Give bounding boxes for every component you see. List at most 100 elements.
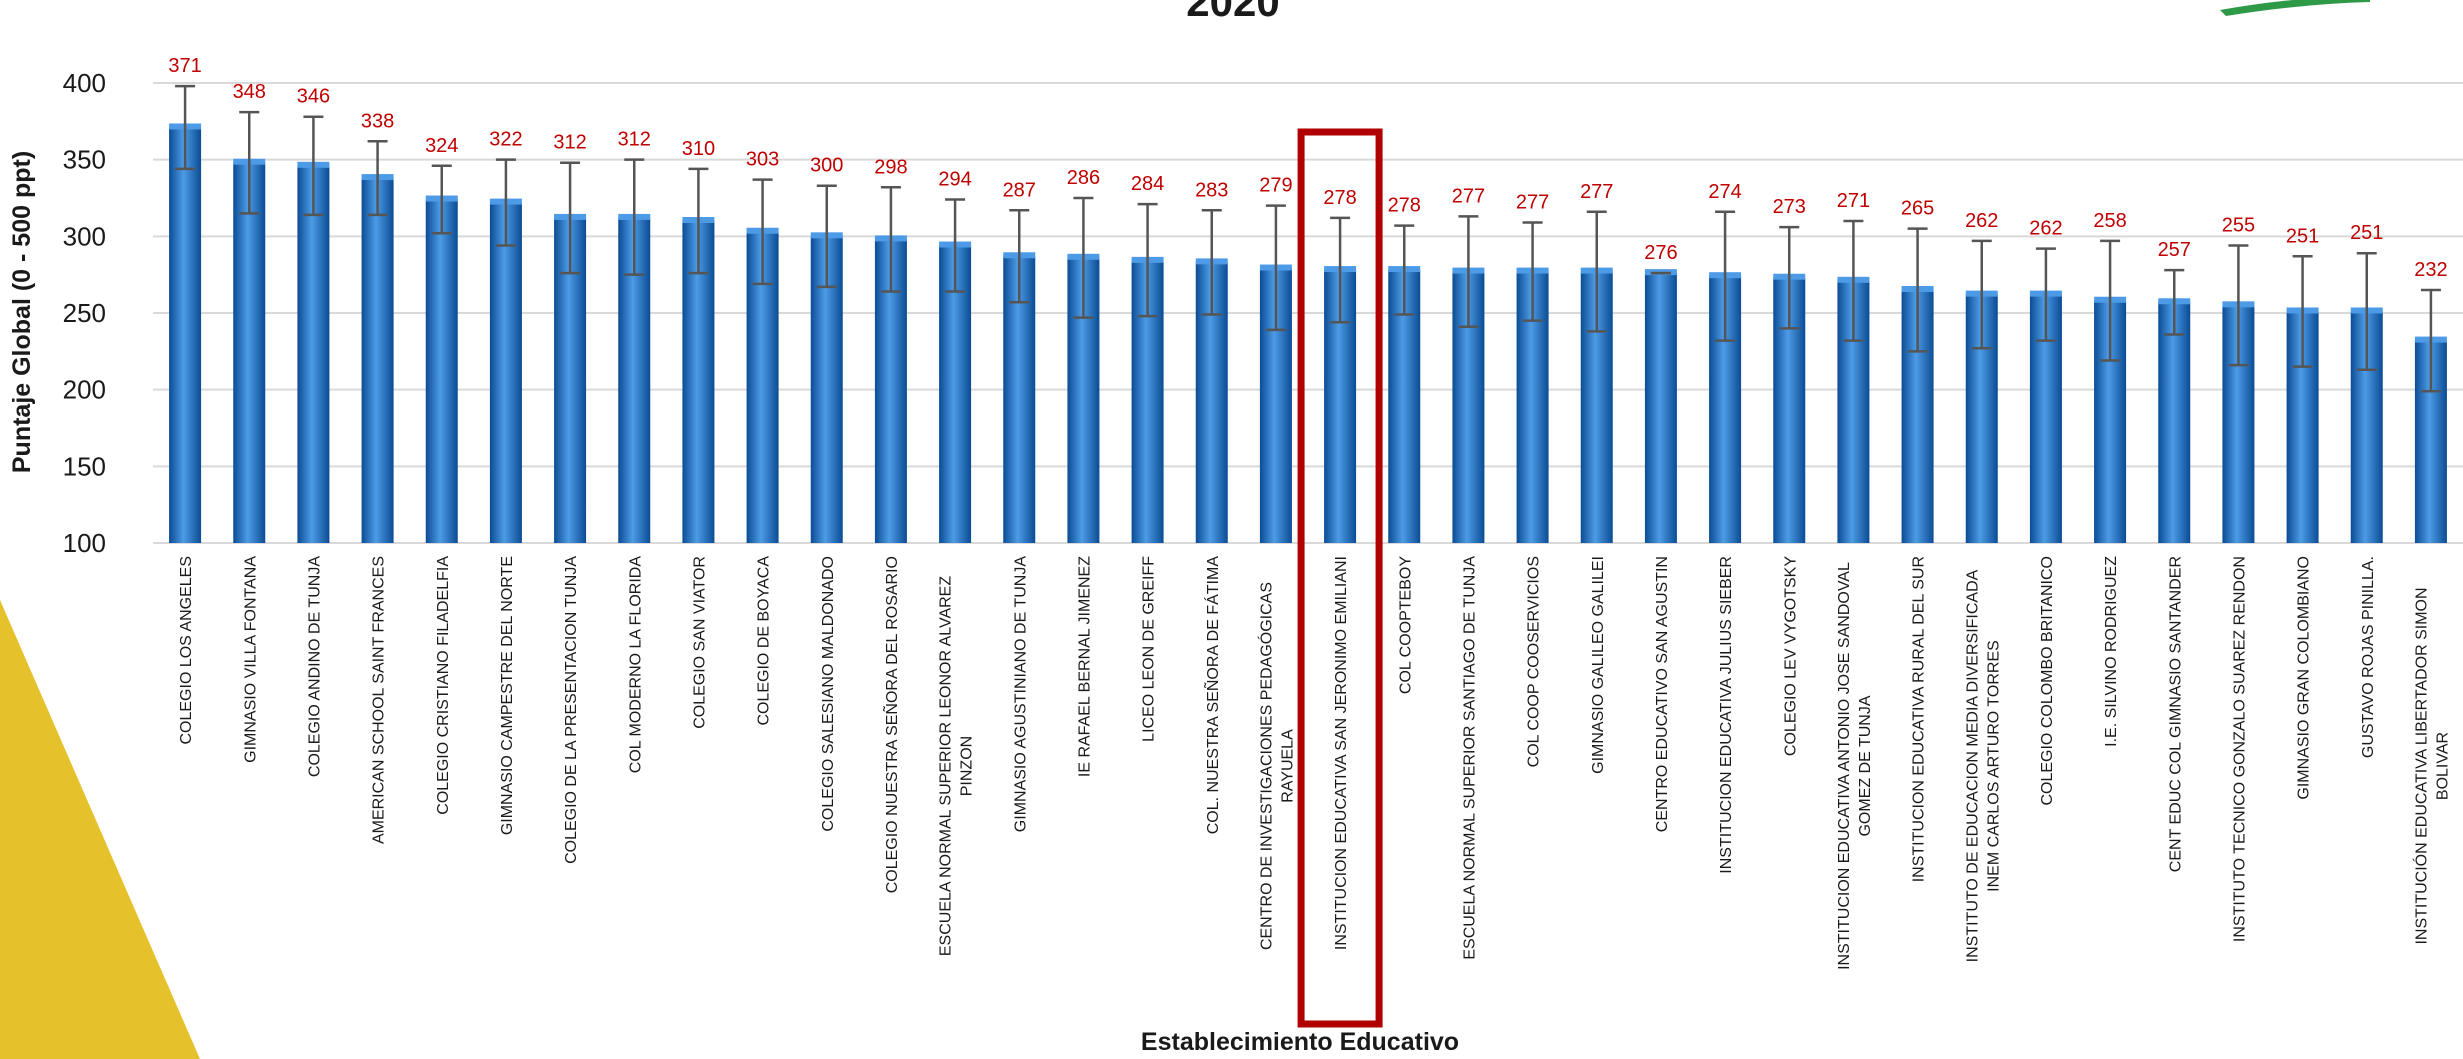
x-tick-label: COL COOPTEBOY: [1397, 556, 1414, 694]
y-axis: 100 150 200 250 300 350 400: [63, 68, 106, 558]
x-tick-label: GIMNASIO AGUSTINIANO DE TUNJA: [1012, 556, 1029, 833]
x-tick-label: ESCUELA NORMAL SUPERIOR SANTIAGO DE TUNJ…: [1461, 556, 1478, 960]
bar-value-label: 348: [233, 81, 266, 103]
bar-value-label: 303: [746, 149, 779, 171]
bar-value-label: 258: [2093, 210, 2126, 232]
x-tick-label: COL. NUESTRA SEÑORA DE FÁTIMA: [1202, 556, 1222, 835]
x-tick-label: INEM CARLOS ARTURO TORRES: [1985, 640, 2002, 892]
x-tick-label: I.E. SILVINO RODRIGUEZ: [2103, 556, 2120, 747]
x-tick-label: COL COOP COOSERVICIOS: [1526, 556, 1543, 767]
bar-value-label: 284: [1131, 173, 1164, 195]
x-tick-label: INSTITUTO DE EDUCACION MEDIA DIVERSIFICA…: [1964, 569, 1981, 962]
bar: [682, 221, 715, 543]
x-tick-label: CENT EDUC COL GIMNASIO SANTANDER: [2167, 556, 2184, 872]
x-tick-label: GOMEZ DE TUNJA: [1857, 695, 1874, 836]
bar-value-label: 255: [2222, 215, 2255, 237]
x-tick-label: INSTITUCION EDUCATIVA ANTONIO JOSE SANDO…: [1836, 562, 1853, 970]
x-tick-label: GIMNASIO VILLA FONTANA: [242, 556, 259, 763]
x-tick-label: COLEGIO LOS ANGELES: [178, 556, 195, 745]
x-tick-label: COLEGIO DE BOYACA: [756, 556, 773, 726]
x-tick-label: COLEGIO DE LA PRESENTACION TUNJA: [563, 556, 580, 864]
x-tick-label: INSTITUCION EDUCATIVA JULIUS SIEBER: [1718, 556, 1735, 874]
bars: 371 348 346 338 324 322 312 312 310 303 300 298 294 2…: [168, 55, 2448, 544]
x-tick-label: GUSTAVO ROJAS PINILLA.: [2360, 556, 2377, 758]
y-tick-label: 250: [63, 298, 106, 328]
x-tick-label: COLEGIO ANDINO DE TUNJA: [306, 556, 323, 777]
bar-value-label: 232: [2414, 259, 2447, 281]
x-axis-tick-labels: COLEGIO LOS ANGELES GIMNASIO VILLA FONTAN…: [178, 556, 2451, 970]
x-tick-label: COLEGIO SALESIANO MALDONADO: [820, 556, 837, 832]
x-tick-label: COLEGIO LEV VYGOTSKY: [1782, 556, 1799, 756]
bar: [425, 199, 458, 544]
x-tick-label: CENTRO DE INVESTIGACIONES PEDAGÓGICAS: [1256, 582, 1275, 950]
bar-value-label: 277: [1516, 192, 1549, 214]
bar-value-label: 310: [682, 138, 715, 160]
bar-value-label: 283: [1195, 179, 1228, 201]
bar: [939, 245, 972, 544]
chart-title: 2020: [1186, 0, 1280, 25]
bar-value-label: 300: [810, 155, 843, 177]
y-tick-label: 150: [63, 451, 106, 481]
bar-value-label: 312: [618, 129, 651, 151]
x-tick-label: ESCUELA NORMAL SUPERIOR LEONOR ALVAREZ: [938, 576, 955, 956]
highlight-box: [1297, 128, 1383, 1028]
bar-value-label: 312: [553, 132, 586, 154]
x-tick-label: COLEGIO SAN VIATOR: [691, 556, 708, 729]
bar: [1644, 273, 1677, 543]
x-axis-label: Establecimiento Educativo: [1141, 1028, 1459, 1056]
bar-value-label: 322: [489, 129, 522, 151]
yellow-corner-shape: [0, 600, 200, 1059]
bar-value-label: 346: [297, 86, 330, 108]
bar-value-label: 338: [361, 110, 394, 132]
bar-value-label: 287: [1003, 179, 1036, 201]
x-tick-label: COLEGIO NUESTRA SEÑORA DEL ROSARIO: [881, 556, 901, 893]
x-tick-label: GIMNASIO GALILEO GALILEI: [1590, 556, 1607, 774]
bar-value-label: 294: [938, 169, 971, 191]
y-tick-label: 400: [63, 68, 106, 98]
bar-value-label: 262: [1965, 210, 1998, 232]
x-tick-label: INSTITUCIÓN EDUCATIVA LIBERTADOR SIMON: [2411, 587, 2430, 944]
bar-value-label: 271: [1837, 190, 1870, 212]
bar-value-label: 262: [2029, 218, 2062, 240]
bar-value-label: 251: [2350, 222, 2383, 244]
bar-value-label: 279: [1259, 175, 1292, 197]
y-tick-label: 350: [63, 145, 106, 175]
y-tick-label: 200: [63, 375, 106, 405]
bar-value-label: 278: [1323, 187, 1356, 209]
bar-value-label: 257: [2158, 239, 2191, 261]
bar: [2158, 302, 2191, 543]
bar-value-label: 251: [2286, 225, 2319, 247]
bar-value-label: 277: [1452, 185, 1485, 207]
y-tick-label: 100: [63, 528, 106, 558]
bar-value-label: 324: [425, 135, 458, 157]
bar-value-label: 273: [1773, 196, 1806, 218]
bar-value-label: 276: [1644, 242, 1677, 264]
bar-value-label: 274: [1708, 181, 1741, 203]
y-axis-label: Puntaje Global (0 - 500 ppt): [8, 151, 36, 473]
bar: [169, 127, 202, 543]
x-tick-label: INSTITUTO TECNICO GONZALO SUAREZ RENDON: [2231, 556, 2248, 942]
x-tick-label: LICEO LEON DE GREIFF: [1141, 556, 1158, 742]
x-tick-label: CENTRO EDUCATIVO SAN AGUSTIN: [1654, 556, 1671, 832]
x-tick-label: GIMNASIO CAMPESTRE DEL NORTE: [499, 556, 516, 835]
bar: [297, 165, 330, 544]
y-tick-label: 300: [63, 221, 106, 251]
bar-value-label: 265: [1901, 198, 1934, 220]
x-tick-label: IE RAFAEL BERNAL JIMENEZ: [1076, 556, 1093, 777]
x-tick-label: COL MODERNO LA FLORIDA: [627, 556, 644, 774]
highlight-group: [1297, 128, 1383, 1028]
gridlines: [153, 82, 2463, 544]
x-tick-label: BOLIVAR: [2434, 732, 2451, 800]
bar: [233, 162, 266, 543]
bar-value-label: 277: [1580, 181, 1613, 203]
x-tick-label: GIMNASIO GRAN COLOMBIANO: [2296, 556, 2313, 800]
x-tick-label: AMERICAN SCHOOL SAINT FRANCES: [371, 556, 388, 844]
x-tick-label: INSTITUCION EDUCATIVA RURAL DEL SUR: [1911, 556, 1928, 882]
x-tick-label: COLEGIO CRISTIANO FILADELFIA: [435, 556, 452, 815]
bar-value-label: 298: [874, 156, 907, 178]
bar: [1003, 256, 1036, 543]
x-tick-label: PINZON: [959, 736, 976, 796]
bar-value-label: 286: [1067, 167, 1100, 189]
